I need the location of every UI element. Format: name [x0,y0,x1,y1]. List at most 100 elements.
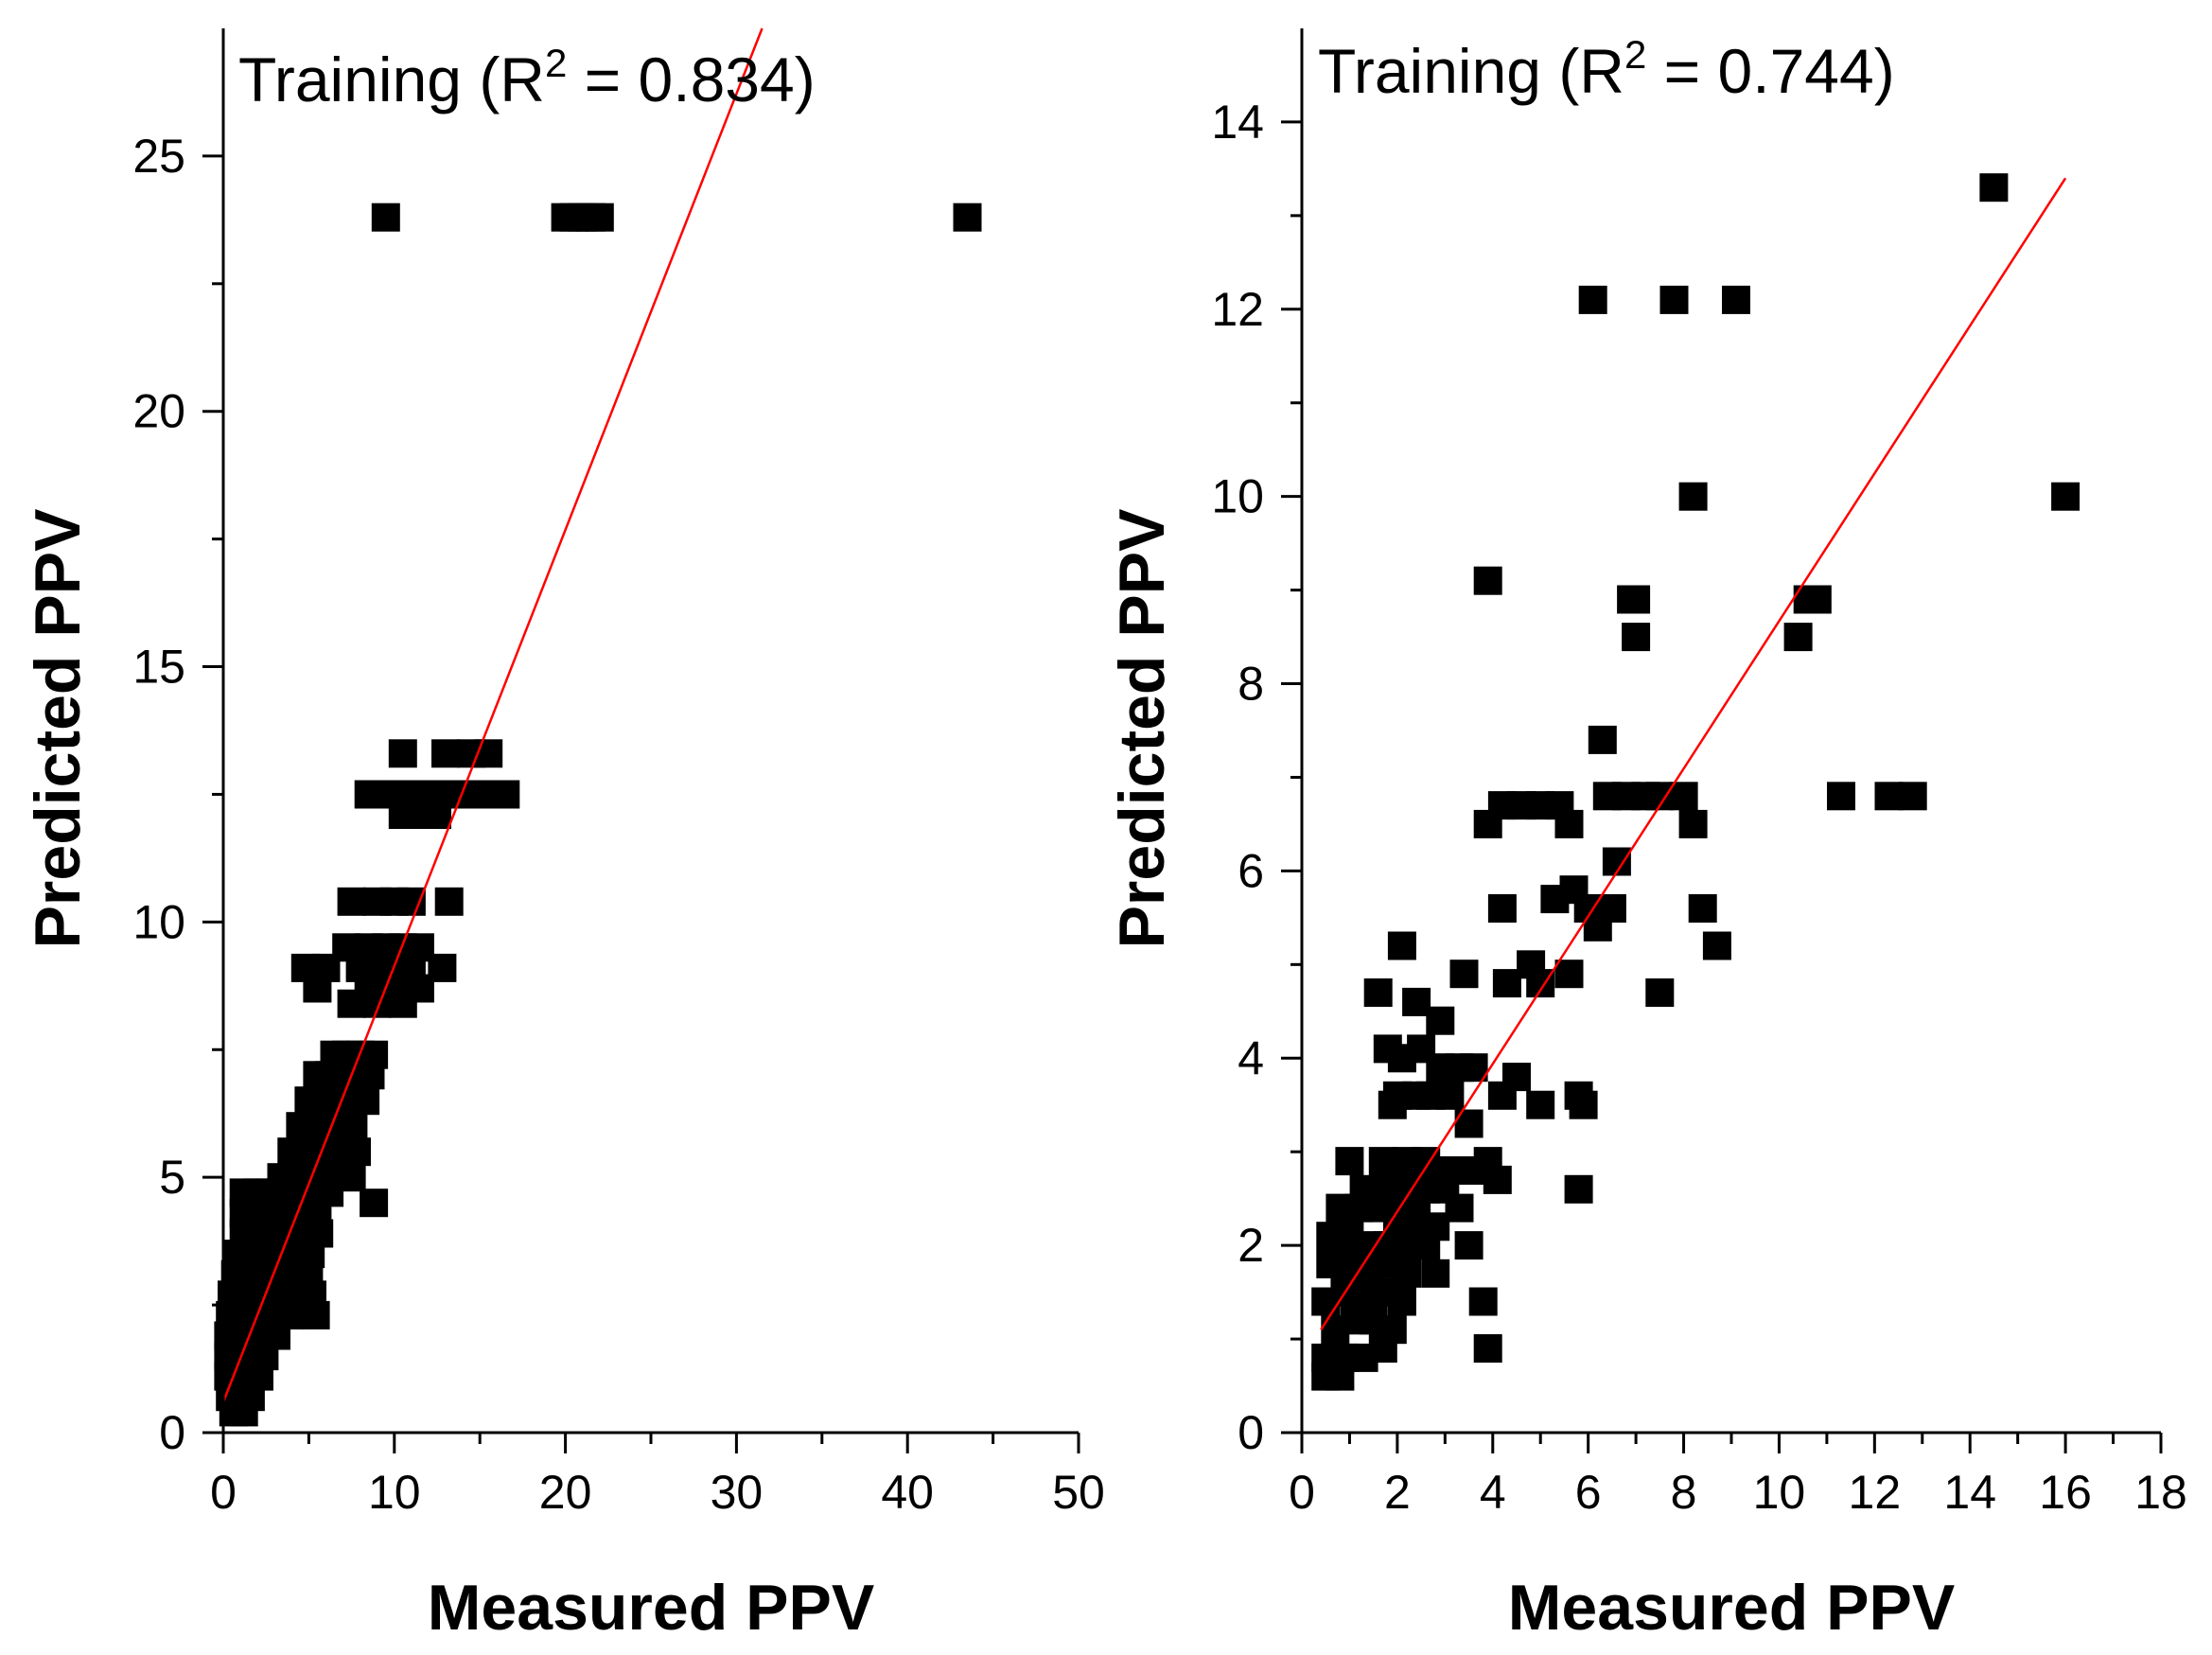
right-point [1569,1090,1598,1119]
right-point [1468,1287,1498,1316]
right-point [1678,809,1708,838]
right-point [1588,725,1617,754]
right-x-tick-label: 12 [1849,1466,1902,1519]
right-point [1473,566,1502,595]
right-x-tick-label: 8 [1671,1466,1697,1519]
right-point [1669,782,1698,811]
right-point [1554,960,1584,989]
right-x-axis-title: Measured PPV [1508,1572,1955,1644]
left-point [337,989,366,1018]
right-point [1622,623,1651,652]
right-point [1678,482,1708,511]
right-point [1335,1147,1364,1176]
left-x-tick-label: 30 [711,1466,764,1519]
left-point [371,202,400,232]
right-point [1325,1362,1355,1391]
right-data-points [1311,173,2080,1391]
right-y-tick-label: 14 [1211,96,1264,149]
right-point [1368,1147,1397,1176]
left-axes [202,28,1080,1453]
left-point [434,887,464,916]
right-point [1827,782,1855,811]
right-annotation-suffix: = 0.744) [1646,36,1894,106]
right-point [1702,931,1731,960]
right-point [1502,1063,1531,1092]
right-x-tick-label: 10 [1753,1466,1806,1519]
right-point [1492,969,1521,998]
right-point [1402,987,1431,1016]
right-point [2051,482,2080,511]
left-point [303,974,332,1003]
right-point [1659,285,1689,314]
left-x-tick-label: 40 [881,1466,934,1519]
left-fit-line [221,27,764,1403]
right-annotation: Training (R2 = 0.744) [1318,32,1895,106]
left-point [388,739,417,768]
left-point [362,989,392,1018]
right-point [1445,1193,1474,1223]
left-point [953,202,982,232]
right-point [1393,1259,1421,1288]
left-annotation: Training (R2 = 0.834) [238,41,816,114]
right-x-tick-label: 4 [1480,1466,1506,1519]
left-chart: 0 10 20 30 40 50 0 5 10 15 20 25 Training (R2 = 0.8… [22,27,1105,1644]
left-point [491,780,520,809]
left-y-tick-label: 10 [132,895,185,948]
right-point [1874,782,1904,811]
right-x-tick-label: 16 [2039,1466,2092,1519]
left-data-points [214,202,982,1427]
right-x-tick-label: 18 [2134,1466,2187,1519]
right-x-tick-label: 14 [1943,1466,1996,1519]
right-point [1898,782,1927,811]
right-y-axis-title: Predicted PPV [1106,509,1178,949]
left-annotation-suffix: = 0.834) [567,44,815,114]
left-tick-labels: 0 10 20 30 40 50 0 5 10 15 20 25 [132,130,1104,1519]
right-point [1622,585,1651,614]
right-point [1487,894,1517,923]
right-point [1426,1006,1455,1035]
left-point [360,1188,389,1218]
right-point [1722,285,1750,314]
right-annotation-prefix: Training (R [1318,36,1624,106]
right-point [1449,960,1479,989]
left-point [351,1086,380,1116]
left-point [585,202,614,232]
right-x-tick-label: 2 [1384,1466,1411,1519]
right-fit-line-group [1320,177,2067,1330]
left-annotation-prefix: Training (R [238,44,545,114]
right-point [1645,978,1675,1007]
right-fit-line [1320,177,2067,1330]
left-point [431,739,460,768]
left-y-tick-label: 0 [159,1406,185,1459]
right-point [1378,1090,1407,1119]
right-point [1802,585,1832,614]
right-point [1421,1259,1450,1288]
right-point [1597,894,1626,923]
left-point [342,1137,371,1167]
left-y-tick-label: 25 [132,130,185,183]
right-point [1979,173,2009,202]
right-y-tick-label: 6 [1238,844,1264,897]
right-point [1473,1334,1502,1363]
right-point [1578,285,1607,314]
right-y-tick-label: 12 [1211,283,1264,336]
left-annotation-sup: 2 [545,41,567,85]
right-axes [1281,28,2163,1453]
right-y-tick-label: 8 [1238,658,1264,711]
right-point [1412,1231,1441,1260]
right-point [1783,623,1813,652]
right-point [1387,1287,1416,1316]
left-point [339,1112,368,1141]
left-x-tick-label: 0 [210,1466,237,1519]
right-point [1468,1156,1498,1185]
right-x-tick-label: 6 [1575,1466,1602,1519]
right-y-tick-label: 0 [1238,1406,1264,1459]
right-point [1387,931,1416,960]
left-y-tick-label: 5 [159,1151,185,1204]
left-y-tick-label: 20 [132,385,185,438]
left-point [423,801,451,829]
right-point [1554,809,1584,838]
right-x-tick-label: 0 [1289,1466,1315,1519]
left-fit-line-group [221,27,764,1403]
